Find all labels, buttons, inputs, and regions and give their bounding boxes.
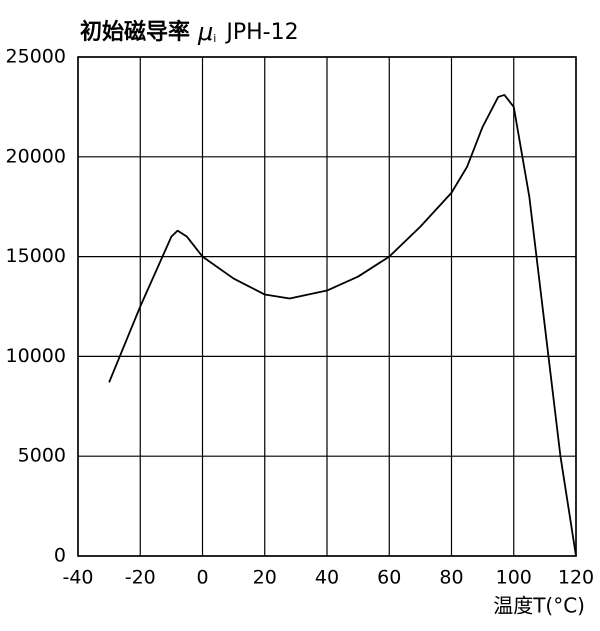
x-tick-label: 80 — [439, 567, 463, 589]
title-model: JPH-12 — [224, 20, 298, 45]
y-tick-label: 15000 — [6, 245, 66, 267]
chart-title: 初始磁导率 μi JPH-12 — [80, 18, 299, 46]
y-tick-label: 0 — [54, 545, 66, 567]
data-line — [108, 94, 577, 557]
x-axis-label: 温度T(°C) — [493, 594, 585, 618]
x-tick-label: 60 — [377, 567, 401, 589]
x-tick-label: -40 — [62, 567, 93, 589]
title-symbol: μ — [197, 18, 213, 46]
x-tick-label: 20 — [253, 567, 277, 589]
y-tick-label: 25000 — [6, 46, 66, 68]
x-tick-label: 0 — [196, 567, 208, 589]
y-tick-label: 20000 — [6, 145, 66, 167]
y-tick-label: 10000 — [6, 345, 66, 367]
x-tick-label: 100 — [496, 567, 532, 589]
x-tick-label: 40 — [315, 567, 339, 589]
title-text: 初始磁导率 — [80, 19, 190, 45]
x-tick-label: 120 — [558, 567, 594, 589]
x-tick-label: -20 — [125, 567, 156, 589]
title-subscript: i — [213, 32, 216, 45]
plot-frame — [77, 56, 577, 557]
y-tick-label: 5000 — [18, 445, 66, 467]
